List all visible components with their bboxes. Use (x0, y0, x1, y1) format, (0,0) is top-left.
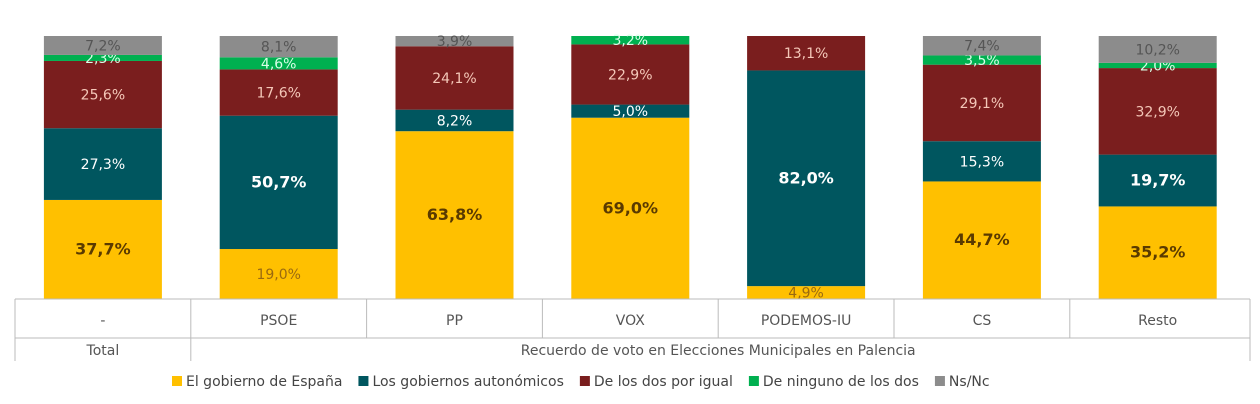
bar-segment (43, 199, 162, 299)
bar-segment (922, 36, 1041, 56)
category-label: PODEMOS-IU (761, 313, 852, 329)
bar-segment (219, 36, 338, 58)
data-label: 82,0% (778, 168, 834, 187)
category-label: PP (446, 313, 463, 329)
bar-segment (43, 128, 162, 200)
bar-segment (219, 69, 338, 116)
data-label: 25,6% (81, 88, 125, 104)
data-label: 15,3% (960, 154, 1004, 170)
bar-segment (395, 36, 514, 47)
bar-segment (747, 36, 866, 71)
data-label: 8,2% (437, 113, 473, 129)
data-label: 13,1% (784, 46, 828, 62)
legend-entry: El gobierno de España (186, 374, 342, 390)
bar-segment (219, 57, 338, 70)
data-label: 37,7% (75, 239, 131, 258)
category-label: VOX (616, 313, 645, 329)
bar-segment (395, 46, 514, 110)
data-label: 2,3% (85, 51, 121, 67)
bar-segment (395, 109, 514, 132)
bar-segment (395, 131, 514, 299)
legend-entry: De los dos por igual (594, 374, 733, 390)
bar-segment (922, 55, 1041, 65)
legend-swatch (579, 376, 590, 386)
bar-segment (747, 286, 866, 299)
bar-segment (571, 36, 690, 45)
data-label: 19,0% (256, 267, 300, 283)
bar-segment (43, 54, 162, 61)
bar-segment (922, 181, 1041, 299)
bar-segment (922, 64, 1041, 142)
group-label: Recuerdo de voto en Elecciones Municipal… (521, 343, 916, 359)
data-label: 3,9% (437, 34, 473, 50)
bar-segment (1098, 154, 1217, 207)
legend-entry: Ns/Nc (949, 374, 990, 390)
legend-swatch (748, 376, 759, 386)
bar-segment (219, 115, 338, 250)
data-label: 27,3% (81, 157, 125, 173)
data-label: 24,1% (432, 71, 476, 87)
category-label: Resto (1138, 313, 1177, 329)
legend-swatch (172, 376, 182, 386)
data-label: 3,2% (613, 33, 649, 49)
bar-segment (571, 117, 690, 299)
bar-segment (1098, 62, 1217, 69)
data-label: 10,2% (1135, 42, 1179, 58)
bar-segment (43, 36, 162, 55)
data-label: 4,6% (261, 56, 297, 72)
data-label: 32,9% (1135, 104, 1179, 120)
legend-entry: De ninguno de los dos (763, 374, 919, 390)
data-label: 17,6% (256, 86, 300, 102)
data-label: 3,5% (964, 53, 1000, 69)
bar-segment (43, 60, 162, 129)
data-label: 4,9% (788, 286, 824, 302)
data-label: 29,1% (960, 96, 1004, 112)
bar-segment (1098, 36, 1217, 63)
category-label: CS (973, 313, 992, 329)
group-label: Total (86, 343, 120, 359)
bar-segment (1098, 206, 1217, 299)
bar-segment (571, 104, 690, 118)
data-label: 63,8% (427, 205, 483, 224)
data-label: 50,7% (251, 172, 307, 191)
data-label: 22,9% (608, 67, 652, 83)
category-label: - (100, 313, 105, 329)
data-label: 35,2% (1130, 243, 1186, 262)
category-label: PSOE (260, 313, 297, 329)
bar-segment (571, 44, 690, 105)
legend-entry: Los gobiernos autonómicos (372, 374, 563, 390)
data-label: 7,2% (85, 38, 121, 54)
data-label: 44,7% (954, 230, 1010, 249)
data-label: 5,0% (613, 104, 649, 120)
bar-segment (922, 141, 1041, 182)
data-label: 19,7% (1130, 171, 1186, 190)
data-label: 7,4% (964, 39, 1000, 55)
data-label: 8,1% (261, 40, 297, 56)
data-label: 69,0% (603, 198, 659, 217)
bar-segment (219, 249, 338, 299)
legend-swatch (934, 376, 945, 386)
bar-segment (747, 70, 866, 287)
bar-segment (1098, 68, 1217, 155)
legend-swatch (358, 376, 369, 386)
